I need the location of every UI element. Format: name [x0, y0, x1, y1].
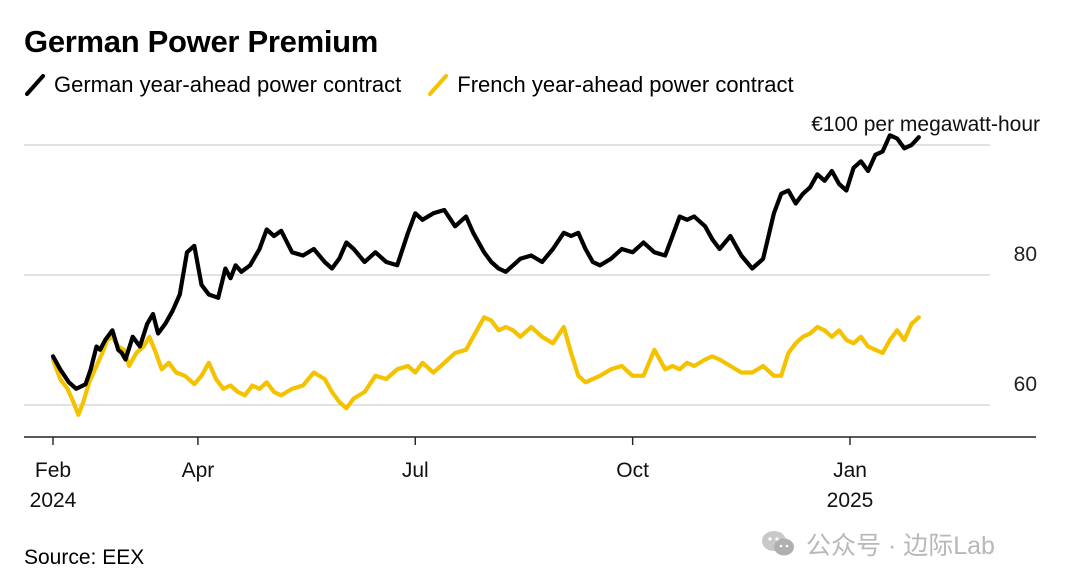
- y-unit-label: €100 per megawatt-hour: [811, 113, 1040, 136]
- x-tick-label-oct: Oct: [616, 459, 649, 482]
- axis-labels: 80 60 €100 per megawatt-hour Feb 2024 Apr Jul O…: [30, 113, 1040, 512]
- x-tick-label-apr: Apr: [182, 459, 215, 482]
- watermark-text: 公众号 · 边际Lab: [806, 532, 995, 560]
- x-tick-label-feb: Feb: [35, 459, 71, 482]
- legend-item-german: German year-ahead power contract: [24, 72, 401, 98]
- legend-swatch-french: [428, 74, 449, 96]
- chart-title: German Power Premium: [24, 24, 379, 59]
- x-tick-label-jul: Jul: [402, 459, 429, 482]
- x-tick-label-jan: Jan: [833, 459, 867, 482]
- x-tick-sublabel-2024: 2024: [30, 489, 77, 512]
- legend-swatch-german: [25, 74, 45, 96]
- german-series-line: [50, 133, 921, 391]
- x-axis: [24, 436, 1036, 445]
- y-tick-label-60: 60: [1014, 373, 1037, 396]
- y-tick-label-80: 80: [1014, 243, 1037, 266]
- wechat-icon: [762, 531, 794, 556]
- source-note: Source: EEX: [24, 546, 145, 569]
- legend-label-french: French year-ahead power contract: [457, 72, 794, 97]
- chart-legend: German year-ahead power contract French …: [24, 70, 820, 100]
- legend-label-german: German year-ahead power contract: [54, 72, 402, 97]
- x-tick-sublabel-2025: 2025: [827, 489, 874, 512]
- french-series-line: [50, 315, 921, 417]
- series-lines: [50, 133, 921, 417]
- legend-item-french: French year-ahead power contract: [427, 72, 794, 98]
- watermark: 公众号 · 边际Lab: [760, 527, 995, 561]
